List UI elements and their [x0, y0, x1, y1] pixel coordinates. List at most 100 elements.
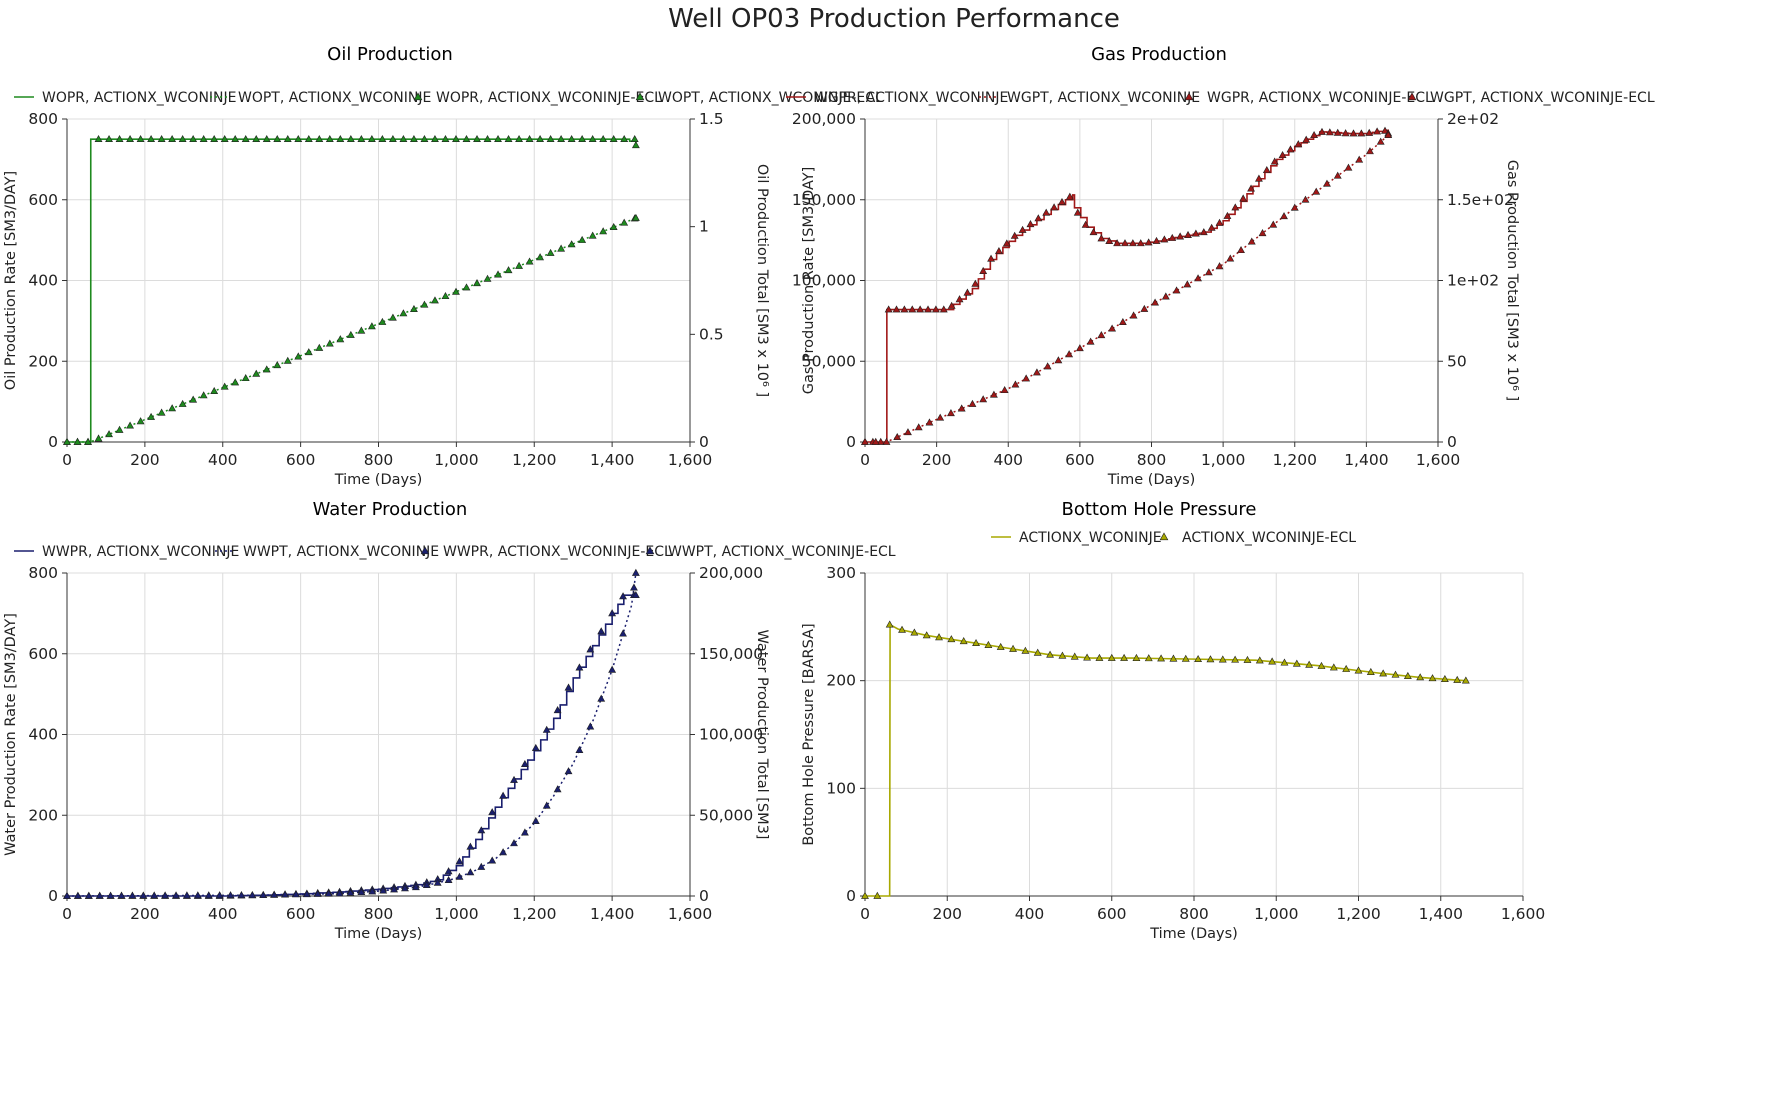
x-tick-label: 800 [364, 905, 394, 923]
data-point [1132, 653, 1141, 661]
series-line [865, 623, 1466, 897]
data-point [128, 891, 137, 899]
data-point [283, 356, 292, 364]
y-tick-label: 0 [846, 887, 856, 905]
data-point [1168, 233, 1177, 241]
data-point [1172, 286, 1181, 294]
data-point [1215, 218, 1224, 226]
y-tick-label: 50,000 [802, 352, 856, 370]
data-point [1199, 228, 1208, 236]
x-tick-label: 1,200 [1336, 905, 1380, 923]
data-point [325, 339, 334, 347]
data-point [1097, 331, 1106, 339]
legend-marker [1407, 92, 1417, 101]
data-point [1169, 654, 1178, 662]
data-point [84, 891, 93, 899]
data-point [1043, 362, 1052, 370]
x-tick-label: 1,200 [512, 451, 556, 469]
data-point [578, 134, 587, 143]
y2-tick-label: 50 [1447, 352, 1467, 370]
water-title: Water Production [313, 499, 468, 520]
data-point [1073, 208, 1082, 216]
data-point [504, 134, 513, 143]
x-tick-label: 1,000 [434, 451, 478, 469]
water-grid [67, 572, 691, 896]
data-point [588, 231, 597, 239]
data-point [117, 891, 126, 899]
data-point [1083, 653, 1092, 661]
data-point [510, 839, 518, 847]
y-tick-label: 800 [28, 564, 58, 582]
data-point [1152, 236, 1161, 244]
legend-marker [1159, 532, 1169, 541]
data-point [972, 638, 980, 647]
y-tick-label: 200 [826, 672, 856, 690]
data-point [346, 330, 355, 338]
data-point [515, 134, 523, 143]
data-point [525, 134, 534, 143]
bhp-legend: ACTIONX_WCONINJE ACTIONX_WCONINJE-ECL [991, 530, 1356, 546]
data-point [401, 884, 409, 892]
data-point [553, 706, 562, 714]
y2-tick-label: 2e+02 [1447, 110, 1499, 128]
data-point [1046, 650, 1054, 658]
data-point [346, 888, 355, 896]
data-point [1461, 676, 1470, 684]
series-markers [63, 568, 640, 899]
data-point [410, 304, 418, 312]
legend-marker [635, 92, 645, 101]
legend-label: WOPR, ACTIONX_WCONINJE [42, 90, 237, 106]
y2-tick-label: 150,000 [699, 645, 763, 663]
data-point [1118, 317, 1127, 325]
data-point [1318, 127, 1326, 135]
x-tick-label: 600 [1097, 905, 1127, 923]
x-tick-label: 800 [364, 451, 394, 469]
data-point [106, 891, 115, 899]
y-tick-label: 200,000 [792, 110, 856, 128]
oil-series [63, 134, 640, 445]
legend-label: WOPT, ACTIONX_WCONINJE-ECL [658, 90, 883, 106]
data-point [510, 775, 518, 783]
data-point [586, 722, 595, 730]
data-point [1237, 246, 1245, 254]
y-tick-label: 400 [28, 726, 58, 744]
data-point [989, 390, 998, 398]
data-point [925, 418, 934, 426]
data-point [63, 891, 71, 899]
data-point [1290, 203, 1299, 211]
legend-label: WWPR, ACTIONX_WCONINJE [42, 544, 239, 560]
gas-y-label: Gas Production Rate [SM3/DAY] [801, 167, 817, 395]
data-point [968, 399, 977, 407]
data-point [1194, 654, 1203, 663]
data-point [168, 404, 177, 412]
data-point [315, 134, 324, 143]
data-point [210, 134, 219, 143]
data-point [578, 235, 587, 243]
y2-tick-label: 0 [699, 887, 709, 905]
data-point [444, 867, 453, 875]
data-point [346, 134, 355, 143]
data-point [947, 301, 956, 309]
data-point [178, 134, 187, 143]
data-point [1354, 666, 1363, 674]
data-point [939, 305, 948, 313]
y2-tick-label: 0 [699, 433, 709, 451]
data-point [1231, 655, 1240, 663]
x-tick-label: 400 [208, 905, 238, 923]
data-point [220, 382, 229, 390]
data-point [189, 395, 198, 403]
y2-tick-label: 100,000 [699, 726, 763, 744]
data-point [536, 253, 545, 261]
data-point [420, 300, 429, 308]
bhp-x-label: Time (Days) [1149, 926, 1238, 942]
data-point [315, 343, 324, 351]
data-point [564, 683, 573, 691]
data-point [609, 134, 618, 143]
data-point [1183, 280, 1192, 288]
data-point [1270, 157, 1279, 165]
bhp-grid [865, 572, 1524, 896]
data-point [520, 828, 529, 836]
x-tick-label: 200 [130, 905, 160, 923]
water-x-label: Time (Days) [334, 926, 423, 942]
data-point [631, 141, 640, 149]
